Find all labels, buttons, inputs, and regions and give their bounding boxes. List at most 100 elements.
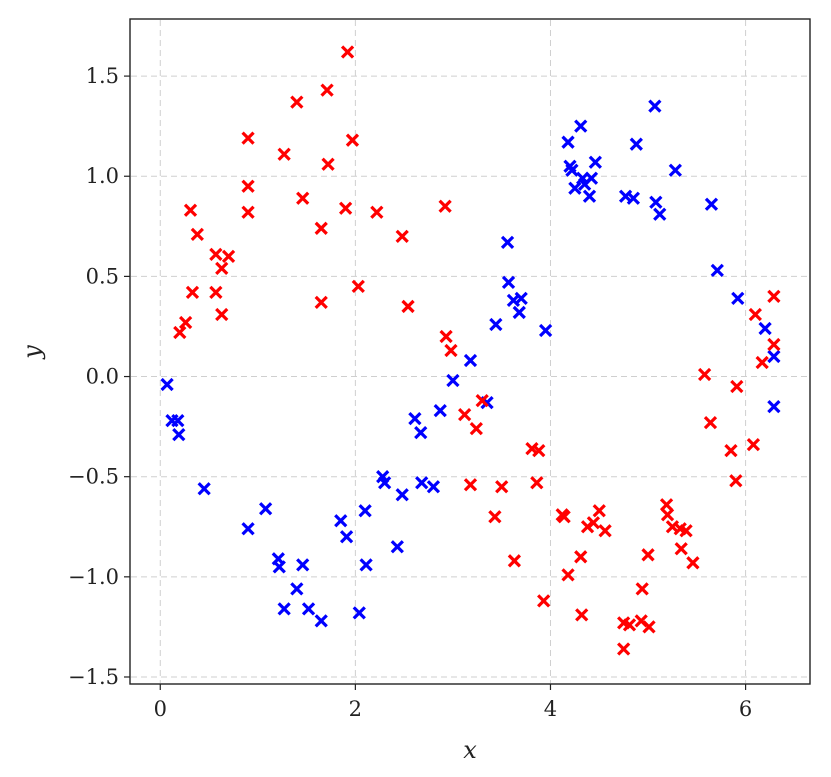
data-point-marker (724, 444, 738, 458)
data-point-marker (296, 558, 310, 572)
data-point-marker (463, 478, 478, 492)
data-point-marker (755, 355, 769, 370)
data-point-marker (351, 279, 365, 294)
data-point-marker (537, 594, 551, 608)
data-point-marker (495, 480, 509, 494)
y-tick-label: 1.0 (86, 164, 119, 188)
data-point-marker (352, 606, 366, 620)
data-point-marker (197, 482, 211, 496)
data-point-marker (635, 582, 649, 596)
data-point-marker (507, 554, 522, 568)
data-point-marker (674, 542, 688, 556)
data-point-marker (209, 285, 223, 300)
axis-ticks: 0 2 4 6 −1.5 −1.0 −0.5 0.0 0.5 1.0 1.5 (68, 64, 752, 721)
data-point-marker (414, 425, 428, 440)
data-point-marker (622, 618, 637, 632)
data-point-marker (314, 295, 328, 310)
data-point-marker (648, 99, 662, 113)
y-axis-label: y (18, 345, 46, 360)
data-point-marker (767, 349, 781, 364)
data-point-marker (758, 321, 772, 336)
data-point-marker (575, 608, 589, 622)
data-point-marker (415, 476, 429, 490)
data-point-marker (475, 393, 489, 408)
data-point-marker (321, 157, 335, 171)
data-point-marker (679, 524, 693, 538)
data-point-marker (378, 476, 392, 490)
data-point-marker (215, 261, 229, 276)
data-point-marker (401, 299, 415, 314)
data-point-marker (557, 510, 571, 524)
data-point-marker (296, 191, 310, 205)
data-point-marker (241, 205, 255, 219)
data-point-marker (530, 476, 544, 490)
data-point-marker (209, 247, 223, 261)
data-point-marker (338, 201, 353, 215)
data-point-marker (660, 508, 675, 522)
data-point-marker (746, 438, 761, 452)
data-point-marker (301, 602, 316, 616)
data-point-marker (241, 131, 255, 145)
data-point-marker (653, 207, 667, 221)
data-point-marker (314, 614, 328, 628)
data-point-marker (258, 502, 273, 516)
data-point-marker (565, 163, 579, 177)
data-point-marker (649, 195, 663, 209)
x-axis-label: x (463, 736, 477, 764)
data-point-marker (171, 413, 185, 428)
data-point-marker (588, 155, 602, 169)
series-1 (173, 45, 781, 656)
data-point-marker (767, 399, 781, 414)
data-point-marker (629, 137, 643, 151)
data-point-marker (190, 227, 204, 241)
data-point-marker (395, 488, 409, 502)
data-point-marker (241, 179, 255, 193)
data-point-marker (463, 353, 478, 368)
y-tick-label: 0.0 (86, 365, 119, 389)
data-point-marker (345, 133, 360, 147)
data-point-marker (489, 317, 503, 332)
data-point-marker (172, 427, 186, 442)
data-point-marker (584, 171, 599, 185)
data-point-marker (320, 83, 334, 97)
data-point-marker (641, 548, 655, 562)
data-point-marker (748, 307, 762, 322)
data-point-marker (574, 550, 588, 564)
data-point-marker (710, 263, 724, 278)
y-tick-label: −1.5 (68, 665, 119, 689)
data-point-marker (500, 235, 515, 249)
data-point-marker (561, 135, 575, 149)
data-point-marker (488, 510, 502, 524)
data-point-marker (538, 323, 553, 338)
data-point-marker (458, 407, 472, 422)
series-0 (160, 99, 781, 628)
x-tick-label: 4 (544, 697, 557, 721)
y-tick-label: 0.5 (86, 264, 119, 288)
data-point-marker (438, 199, 452, 213)
data-point-marker (241, 522, 255, 536)
data-point-marker (592, 504, 606, 518)
data-point-marker (704, 197, 719, 211)
data-point-marker (767, 337, 781, 352)
data-point-marker (697, 367, 712, 382)
data-point-marker (598, 524, 612, 538)
data-point-marker (514, 291, 528, 306)
data-point-marker (729, 474, 743, 488)
data-point-marker (703, 415, 718, 430)
data-point-marker (183, 203, 198, 217)
data-point-marker (582, 189, 597, 203)
data-point-marker (390, 540, 404, 554)
data-point-marker (642, 620, 656, 634)
data-point-marker (395, 229, 409, 243)
y-tick-label: −0.5 (68, 465, 119, 489)
data-point-marker (626, 191, 641, 205)
data-point-marker (272, 560, 286, 574)
data-point-marker (290, 582, 304, 596)
data-point-marker (178, 315, 193, 330)
data-point-marker (767, 289, 781, 304)
data-point-marker (215, 307, 229, 322)
data-point-marker (561, 568, 575, 582)
data-point-marker (339, 530, 354, 544)
data-point-marker (469, 421, 483, 436)
